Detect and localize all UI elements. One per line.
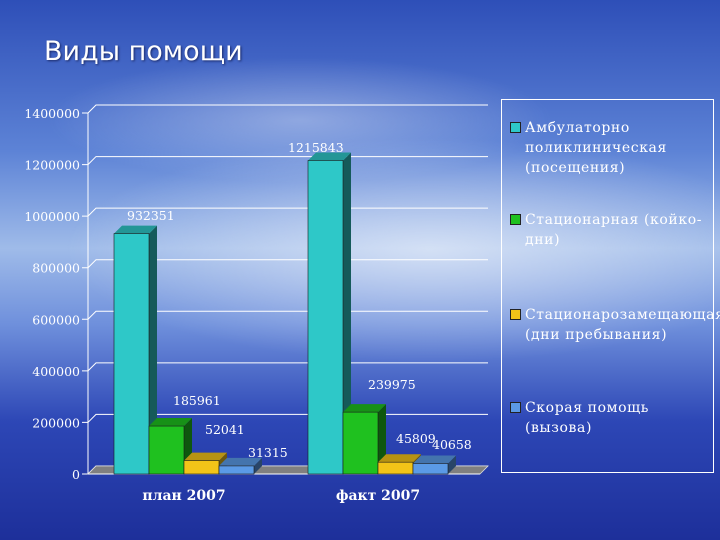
bar-side	[254, 457, 262, 474]
gridline	[82, 259, 488, 269]
bar-front	[307, 160, 344, 475]
bar-top	[149, 418, 192, 427]
bar-front	[342, 411, 379, 475]
y-tick-label: 800000	[32, 261, 80, 276]
bar	[412, 455, 456, 475]
y-tick-label: 1400000	[24, 106, 80, 121]
legend-swatch	[510, 309, 521, 320]
bar-front	[218, 465, 255, 475]
y-tick-label: 200000	[32, 415, 80, 430]
bar-top	[219, 457, 262, 466]
legend-label: Амбулаторно поликлиническая (посещения)	[525, 120, 667, 176]
x-category-label: факт 2007	[336, 488, 420, 504]
data-label: 185961	[173, 393, 221, 408]
legend: Амбулаторно поликлиническая (посещения) …	[501, 99, 720, 473]
bar-top	[413, 455, 456, 464]
bar-side	[149, 225, 157, 474]
data-label: 52041	[205, 422, 245, 437]
bar	[113, 225, 157, 475]
bar	[342, 404, 386, 475]
legend-swatch	[510, 402, 521, 413]
data-label: 31315	[248, 445, 288, 460]
y-tick-label: 400000	[32, 364, 80, 379]
gridline	[82, 207, 488, 217]
bar-top	[184, 452, 227, 461]
y-tick-label: 1000000	[24, 209, 80, 224]
bar	[307, 152, 351, 475]
gridline	[82, 156, 488, 166]
x-category-label: план 2007	[142, 488, 225, 504]
legend-swatch	[510, 214, 521, 225]
data-label: 45809	[396, 431, 436, 446]
bar-top	[308, 152, 351, 161]
data-label: 239975	[368, 377, 416, 392]
y-tick-label: 1200000	[24, 158, 80, 173]
y-tick-label: 0	[72, 467, 80, 482]
bar-front	[148, 425, 185, 475]
bar-side	[343, 152, 351, 474]
legend-label: Скорая помощь (вызова)	[525, 400, 649, 436]
bar	[218, 457, 262, 475]
gridline	[82, 362, 488, 372]
y-tick-label: 600000	[32, 312, 80, 327]
legend-label: Стационарная (койко-дни)	[525, 212, 703, 248]
data-label: 1215843	[288, 140, 344, 155]
gridline	[82, 413, 488, 423]
bars-layer	[113, 152, 456, 475]
bar-front	[412, 463, 449, 475]
data-label: 40658	[432, 437, 472, 452]
labels-layer: 0 200000 400000 600000 800000 1000000 1200000 1…	[24, 106, 471, 504]
bar-top	[114, 225, 157, 234]
bar-top	[378, 454, 421, 463]
bar-front	[113, 233, 150, 475]
legend-label: Стационарозамещающая (дни пребывания)	[525, 307, 720, 343]
bar-top	[343, 404, 386, 413]
legend-swatch	[510, 122, 521, 133]
bar-front	[377, 461, 414, 475]
bar-side	[448, 455, 456, 474]
gridline	[82, 310, 488, 320]
bar-front	[183, 460, 220, 475]
data-label: 932351	[127, 208, 175, 223]
slide-title: Виды помощи	[44, 36, 243, 67]
gridline	[82, 104, 488, 114]
